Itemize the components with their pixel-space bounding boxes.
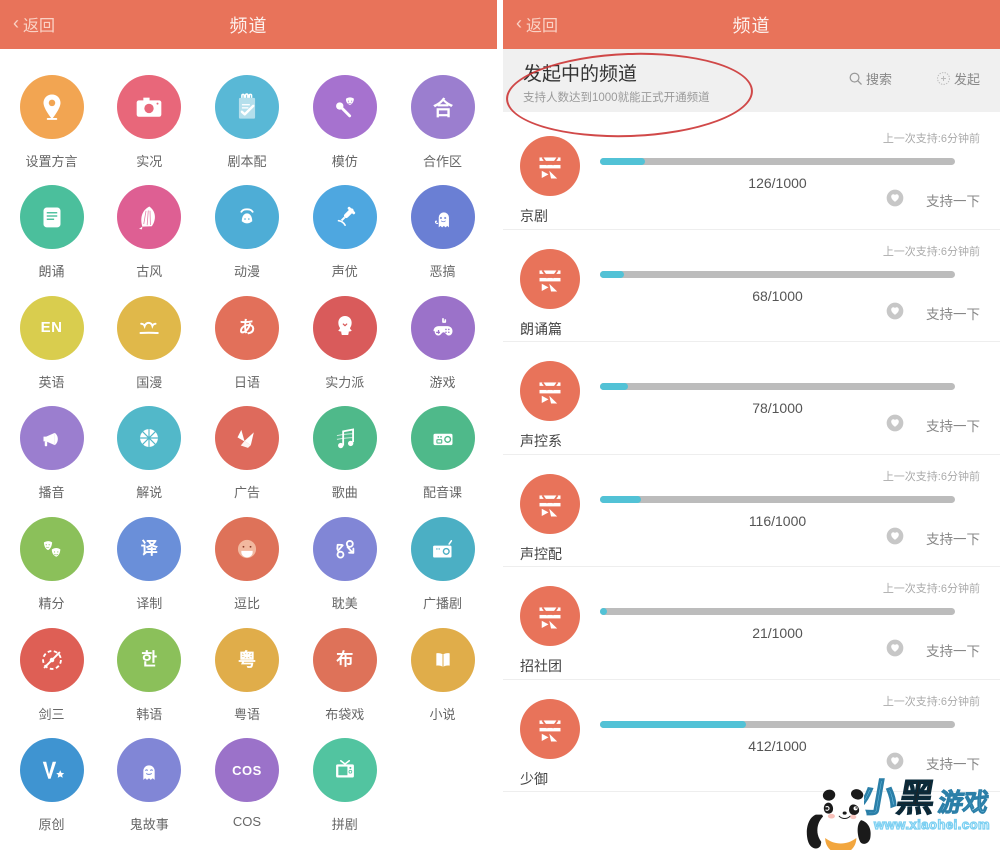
svg-text:合: 合 <box>433 96 453 119</box>
svg-text:黑: 黑 <box>893 777 939 820</box>
svg-text:游戏: 游戏 <box>936 789 991 817</box>
svg-text:www.xiaohei.com: www.xiaohei.com <box>873 817 990 832</box>
